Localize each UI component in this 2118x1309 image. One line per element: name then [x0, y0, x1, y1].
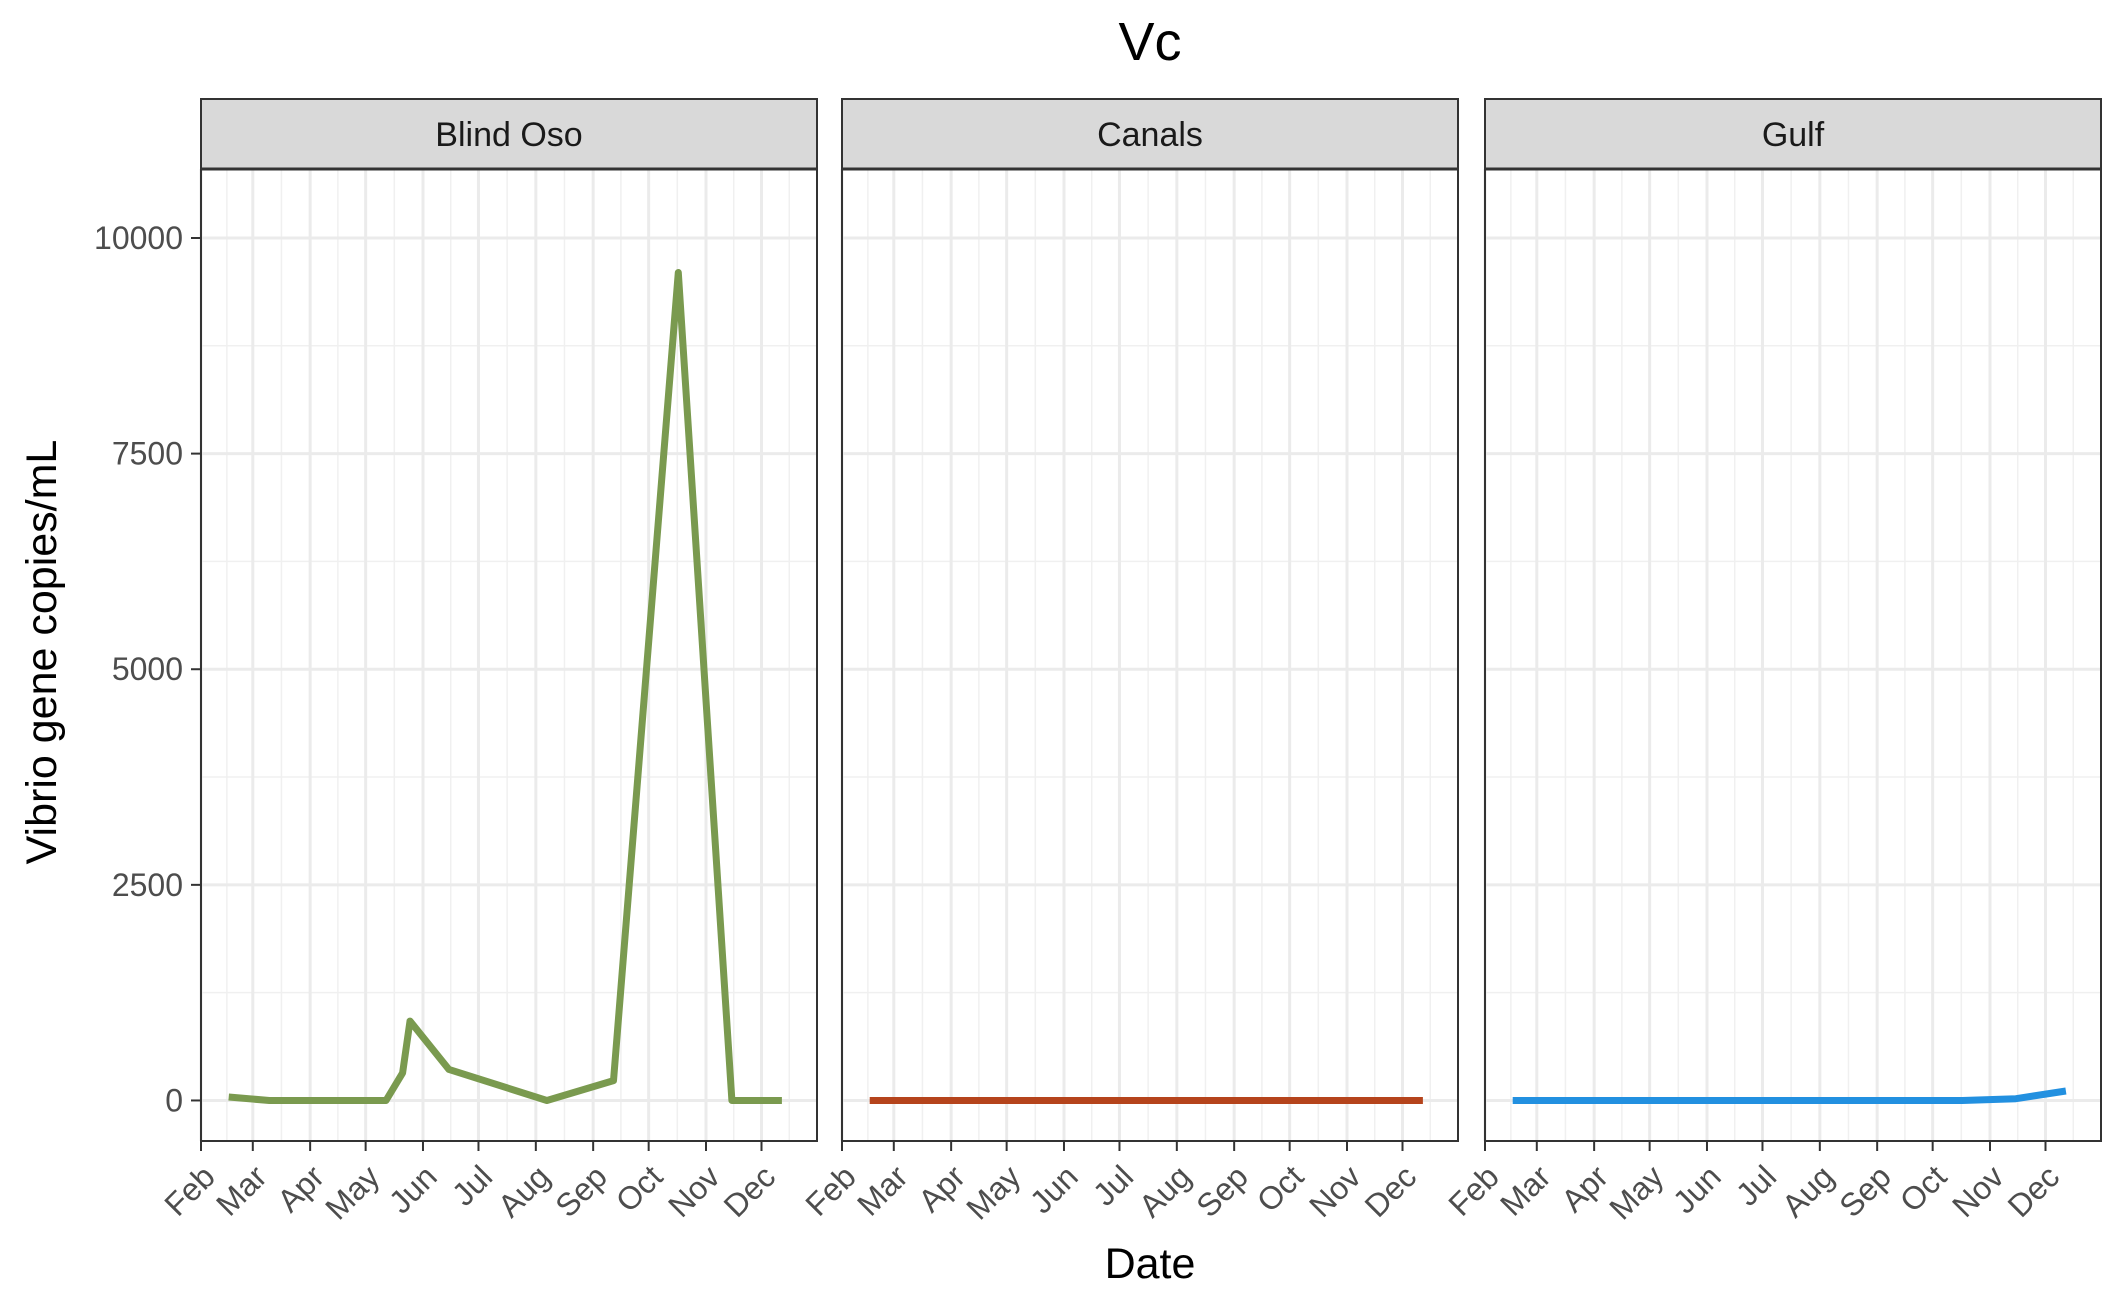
x-tick-label: Apr	[270, 1158, 331, 1219]
x-tick-label: Jun	[1666, 1158, 1728, 1220]
series-line-blind-oso	[228, 269, 782, 1104]
x-tick-label: Mar	[850, 1158, 915, 1223]
panel-background	[842, 169, 1458, 1141]
x-tick-label: Aug	[1775, 1158, 1841, 1224]
x-tick-label: Mar	[209, 1158, 274, 1223]
x-tick-label: Feb	[1441, 1158, 1505, 1222]
x-tick-label: Jun	[382, 1158, 444, 1220]
x-tick-label: Mar	[1493, 1158, 1558, 1223]
x-tick-label: Oct	[1893, 1158, 1954, 1219]
facet-strip-label: Blind Oso	[435, 116, 582, 154]
x-tick-label: Nov	[1302, 1158, 1368, 1224]
facet-strip	[1484, 98, 2102, 170]
y-axis: 0 2500 5000 7500 10000	[94, 220, 201, 1118]
x-tick-label: Dec	[2001, 1158, 2067, 1224]
x-tick-label: Jul	[1729, 1158, 1783, 1212]
facet-strip-label: Gulf	[1762, 116, 1825, 154]
x-tick-label: Apr	[1554, 1158, 1615, 1219]
facet-strip	[200, 98, 818, 170]
panel-background	[1485, 169, 2101, 1141]
facet-strip-label: Canals	[1097, 116, 1203, 154]
x-tick-label: Aug	[1132, 1158, 1198, 1224]
y-tick-label: 10000	[94, 220, 183, 256]
x-tick-label: Sep	[1832, 1158, 1898, 1224]
x-tick-label: Feb	[798, 1158, 862, 1222]
x-tick-label: Apr	[911, 1158, 972, 1219]
x-tick-label: Nov	[1945, 1158, 2011, 1224]
x-tick-label: Feb	[157, 1158, 221, 1222]
y-tick-label: 5000	[112, 651, 183, 687]
x-tick-label: Jul	[1086, 1158, 1140, 1212]
x-tick-label: Jul	[445, 1158, 499, 1212]
x-tick-label: May	[318, 1158, 386, 1226]
x-axis-title: Date	[1105, 1240, 1196, 1288]
x-tick-label: Sep	[548, 1158, 614, 1224]
x-tick-label: Aug	[491, 1158, 557, 1224]
chart-title: Vc	[1118, 12, 1181, 72]
y-axis-title: Vibrio gene copies/mL	[18, 440, 66, 865]
x-tick-label: Oct	[609, 1158, 670, 1219]
x-tick-label: May	[1602, 1158, 1670, 1226]
y-tick-label: 7500	[112, 436, 183, 472]
x-tick-label: Nov	[661, 1158, 727, 1224]
x-tick-label: May	[959, 1158, 1027, 1226]
facet-strip	[841, 98, 1459, 170]
x-tick-label: Dec	[717, 1158, 783, 1224]
series-line-gulf	[1512, 1087, 2067, 1104]
y-tick-label: 2500	[112, 867, 183, 903]
x-tick-label: Oct	[1250, 1158, 1311, 1219]
x-tick-label: Jun	[1023, 1158, 1085, 1220]
x-tick-label: Sep	[1189, 1158, 1255, 1224]
panel-background	[201, 169, 817, 1141]
y-tick-label: 0	[165, 1082, 183, 1118]
x-tick-label: Dec	[1358, 1158, 1424, 1224]
